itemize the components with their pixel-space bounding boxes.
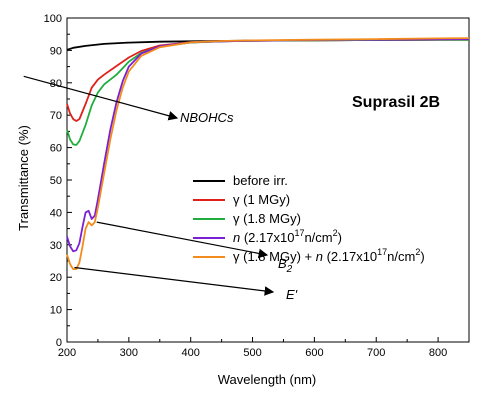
y-tick-label: 70 [50,110,62,122]
x-tick-label: 500 [243,347,261,359]
legend-label: γ (1 MGy) [233,192,290,207]
x-tick-label: 300 [120,347,138,359]
x-tick-label: 700 [367,347,385,359]
legend-main: (1.8 MGy) [240,211,301,226]
chart-title: Suprasil 2B [352,94,440,111]
legend-label: n (2.17x1017n/cm2) [233,228,342,245]
annotation-subscript: 2 [286,264,293,275]
legend-main: (1.8 MGy) + [240,249,316,264]
y-tick-label: 50 [50,175,62,187]
legend-main: (2.17x10 [240,230,294,245]
legend-prefix2: n [316,249,323,264]
y-tick-label: 100 [44,13,62,25]
legend-label: γ (1.8 MGy) + n (2.17x1017n/cm2) [233,247,425,264]
legend-rest: n/cm [304,230,332,245]
series-lines [66,37,470,270]
annotation-prime: ' [295,287,298,302]
y-tick-label: 0 [56,337,62,349]
x-tick-label: 600 [305,347,323,359]
legend-sup: 17 [294,228,304,238]
legend-rest2: ) [338,230,342,245]
annotation-label: B2 [278,256,293,275]
legend: before irr.γ (1 MGy)γ (1.8 MGy)n (2.17x1… [193,173,425,264]
x-axis-title: Wavelength (nm) [218,372,317,387]
annotation-arrow [96,221,269,259]
legend-rest2: ) [420,249,424,264]
legend-sup2: 2 [333,228,338,238]
y-tick-label: 80 [50,78,62,90]
y-tick-label: 60 [50,143,62,155]
annotation-label: NBOHCs [180,110,234,125]
series-line-2 [66,38,469,146]
x-tick-label: 800 [429,347,447,359]
legend-prefix: γ [233,249,240,264]
legend-prefix: n [233,230,240,245]
legend-main: (1 MGy) [240,192,291,207]
y-axis-title: Transmittance (%) [16,125,31,231]
legend-main: before irr. [233,173,288,188]
legend-label: before irr. [233,173,288,188]
annotation-label: E' [286,287,298,302]
annotations: NBOHCs B2 E' [23,75,298,302]
y-tick-label: 90 [50,45,62,57]
annotation-arrow [23,75,179,121]
x-tick-label: 400 [182,347,200,359]
y-axis-ticks: 0 10 20 30 40 50 60 70 80 90 100 [44,13,72,349]
legend-prefix: γ [233,192,240,207]
y-tick-label: 20 [50,272,62,284]
legend-prefix: γ [233,211,240,226]
series-line-4 [66,37,470,270]
y-tick-label: 10 [50,305,62,317]
annotation-text: NBOHCs [180,110,234,125]
annotation-text: B [278,256,287,271]
annotation-arrow [74,266,275,296]
annotation-text: E [286,287,295,302]
x-axis-ticks: 200 300 400 500 600 700 800 [58,337,470,359]
legend-label: γ (1.8 MGy) [233,211,301,226]
legend-main2: (2.17x10 [323,249,377,264]
legend-sup2: 2 [415,247,420,257]
legend-sup: 17 [377,247,387,257]
y-tick-label: 40 [50,207,62,219]
x-tick-label: 200 [58,347,76,359]
y-tick-label: 30 [50,240,62,252]
legend-rest: n/cm [387,249,415,264]
